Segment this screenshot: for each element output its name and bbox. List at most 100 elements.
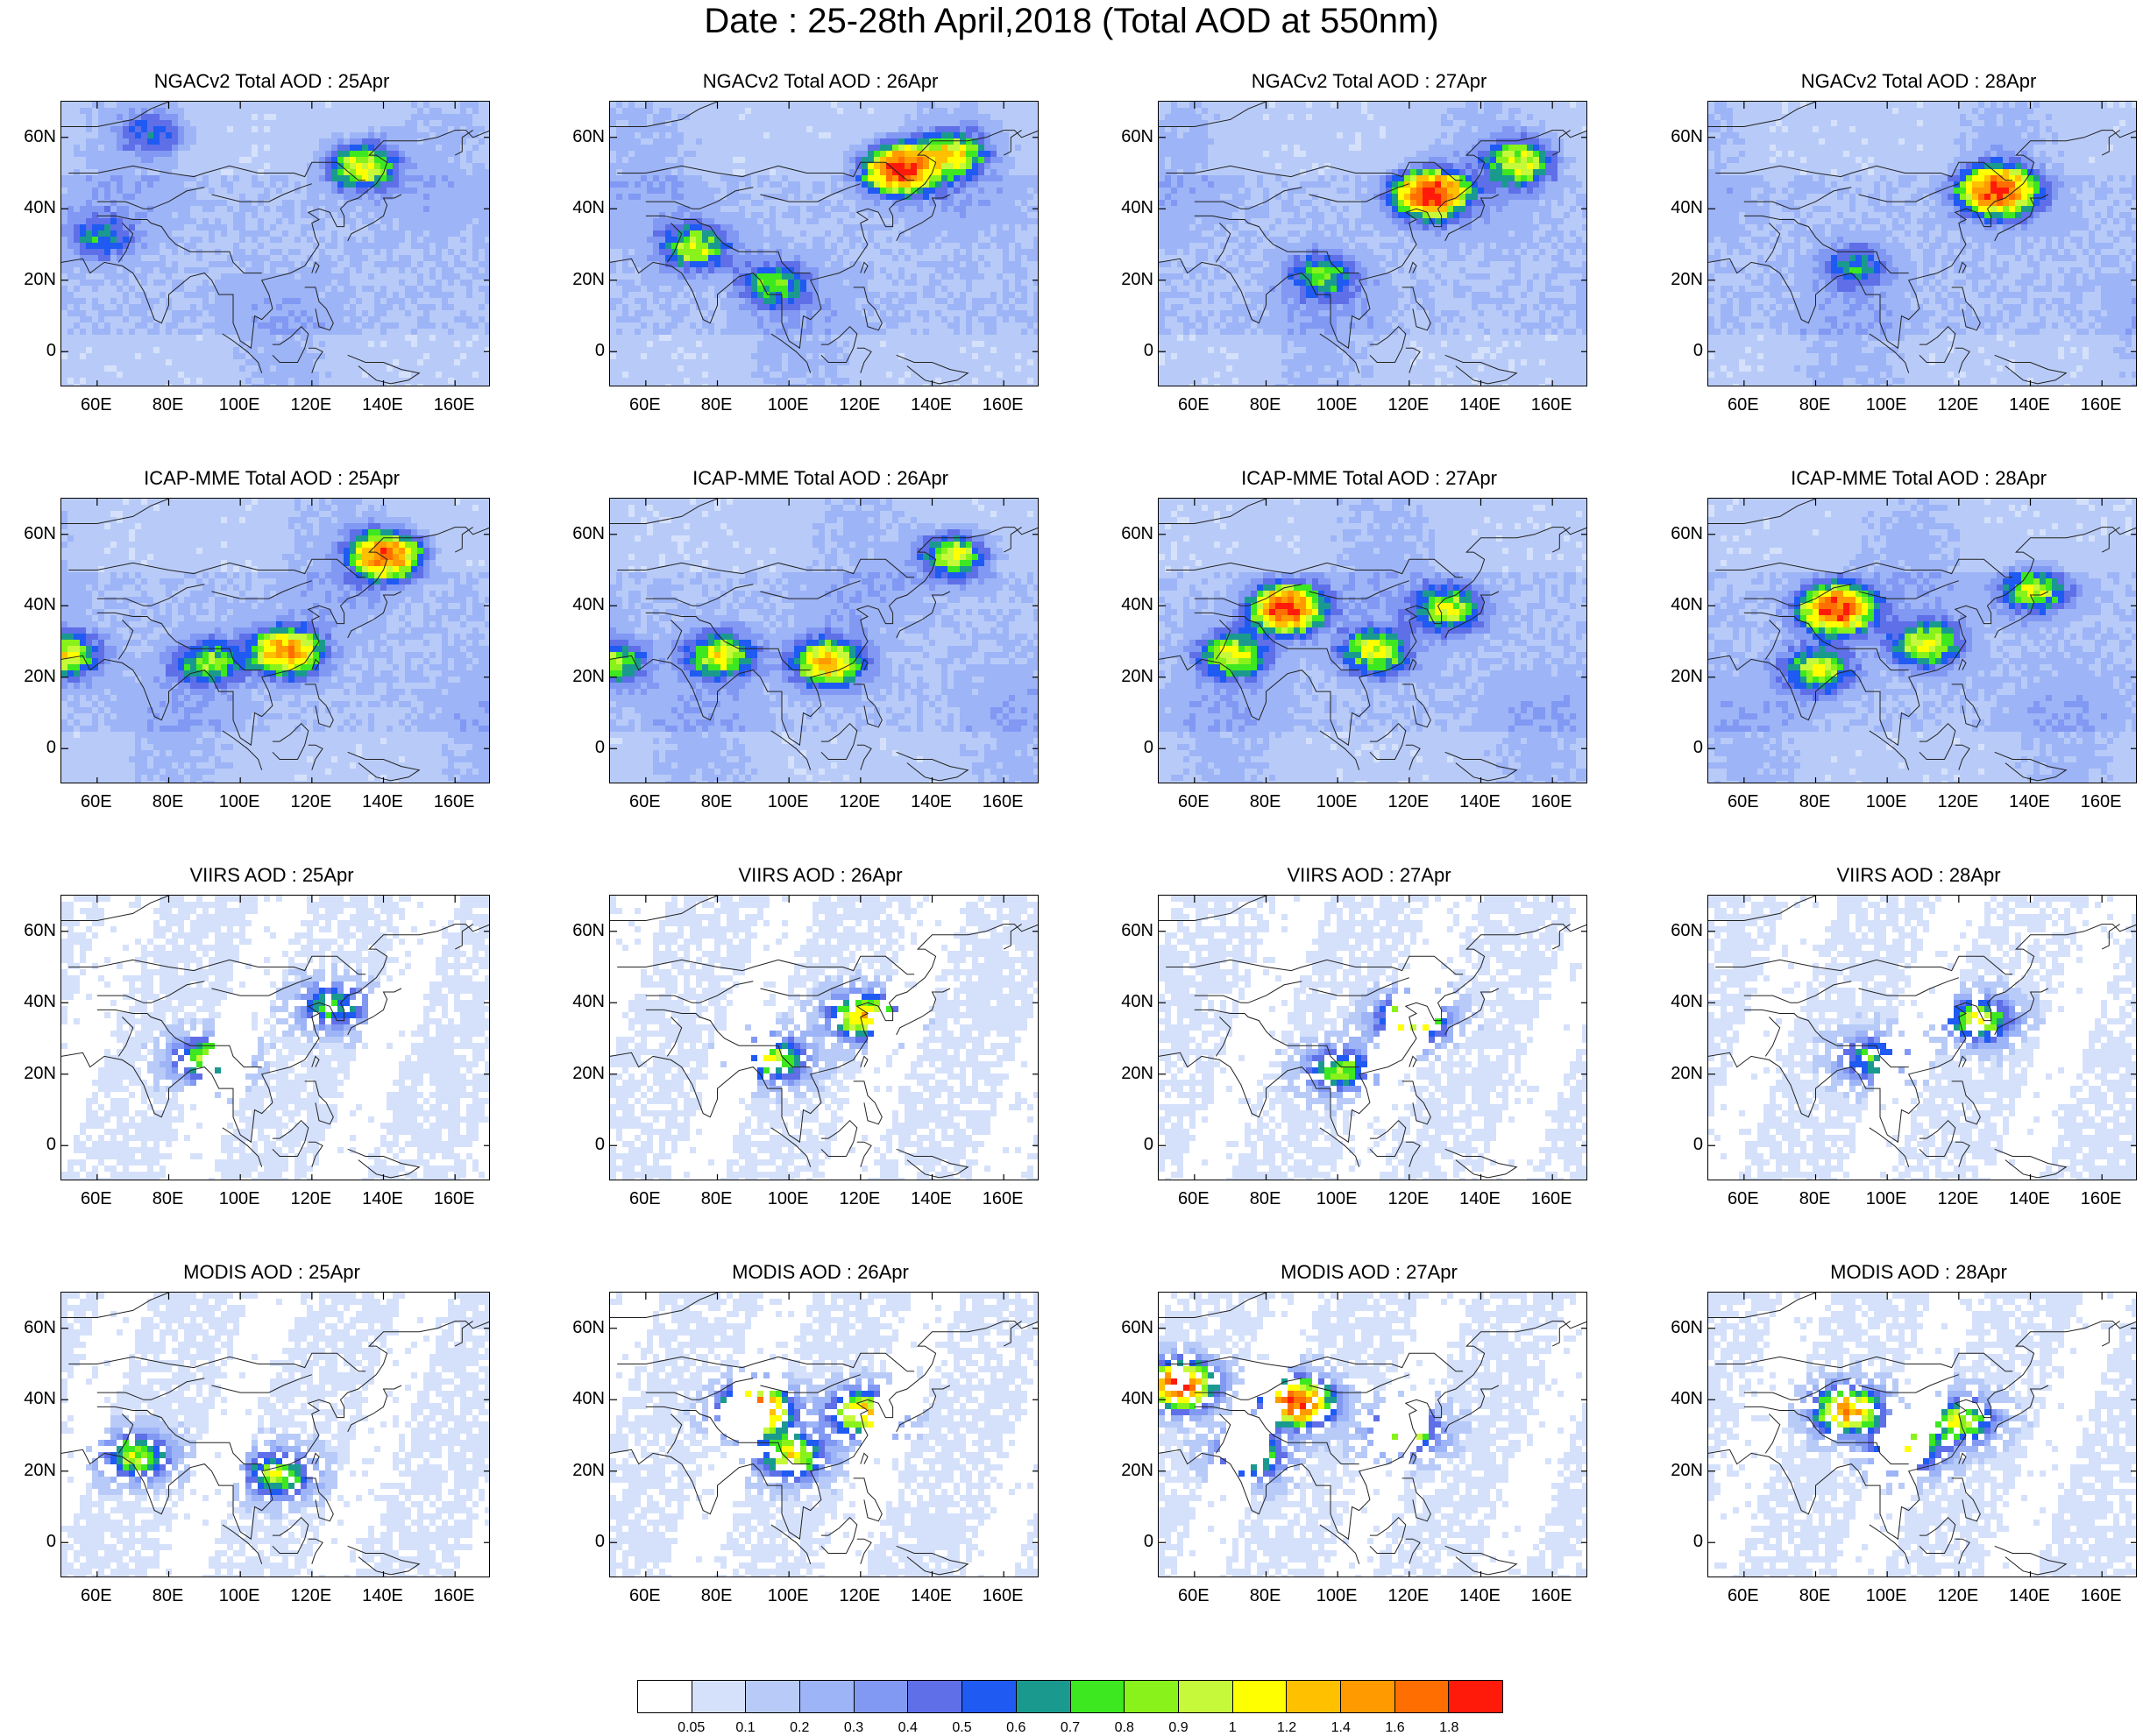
aod-grid — [610, 896, 1039, 1180]
colorbar-swatch — [746, 1681, 800, 1712]
panel-title: ICAP-MME Total AOD : 27Apr — [1097, 467, 1641, 490]
lon-tick-label: 140E — [1995, 792, 2065, 811]
colorbar-swatch — [1233, 1681, 1288, 1712]
lat-tick-label: 20N — [1097, 1461, 1153, 1480]
lon-tick-label: 140E — [1445, 792, 1515, 811]
lat-tick-label: 40N — [549, 992, 605, 1011]
lon-tick-label: 100E — [204, 395, 274, 415]
lon-tick-label: 60E — [1708, 1189, 1778, 1208]
panel-title: MODIS AOD : 27Apr — [1097, 1261, 1641, 1284]
lon-tick-label: 60E — [610, 395, 680, 415]
lon-tick-label: 120E — [1373, 1189, 1444, 1208]
panel-title: MODIS AOD : 25Apr — [0, 1261, 543, 1284]
lon-tick-label: 60E — [610, 1189, 680, 1208]
lat-tick-label: 20N — [0, 1461, 56, 1480]
aod-map — [60, 498, 490, 783]
lat-tick-label: 0 — [1097, 1135, 1153, 1154]
aod-grid — [610, 499, 1039, 783]
aod-grid — [61, 499, 490, 783]
panel-title: NGACv2 Total AOD : 25Apr — [0, 70, 543, 93]
lon-tick-label: 100E — [204, 1189, 274, 1208]
lon-tick-label: 140E — [348, 1189, 418, 1208]
panel-title: VIIRS AOD : 25Apr — [0, 864, 543, 887]
lon-tick-label: 80E — [682, 1189, 752, 1208]
lon-tick-label: 120E — [1373, 792, 1444, 811]
lon-tick-label: 160E — [968, 792, 1038, 811]
lon-tick-label: 100E — [1851, 1189, 1921, 1208]
panel-title: ICAP-MME Total AOD : 28Apr — [1647, 467, 2143, 490]
aod-grid — [1708, 499, 2137, 783]
lon-tick-label: 140E — [348, 395, 418, 415]
aod-map — [1707, 498, 2137, 783]
aod-grid — [61, 1293, 490, 1577]
aod-field — [610, 896, 1039, 1180]
lon-tick-label: 120E — [1923, 1189, 1993, 1208]
lon-tick-label: 100E — [1851, 395, 1921, 415]
lon-tick-label: 60E — [1159, 1189, 1229, 1208]
lon-tick-label: 140E — [1445, 395, 1515, 415]
lon-tick-label: 80E — [133, 1189, 203, 1208]
lon-tick-label: 120E — [276, 792, 346, 811]
lon-tick-label: 60E — [1708, 792, 1778, 811]
lon-tick-label: 160E — [1516, 1189, 1586, 1208]
colorbar-label: 1.6 — [1369, 1720, 1422, 1736]
lon-tick-label: 140E — [897, 1586, 967, 1605]
lon-tick-label: 60E — [610, 1586, 680, 1605]
lat-tick-label: 20N — [549, 270, 605, 289]
lat-tick-label: 60N — [1647, 127, 1703, 146]
lat-tick-label: 40N — [1647, 1389, 1703, 1408]
lon-tick-label: 100E — [753, 792, 823, 811]
colorbar-label: 0.5 — [936, 1720, 989, 1736]
lon-tick-label: 160E — [1516, 1586, 1586, 1605]
colorbar-swatch — [800, 1681, 855, 1712]
lat-tick-label: 20N — [549, 1461, 605, 1480]
colorbar-swatch — [855, 1681, 909, 1712]
panel-title: NGACv2 Total AOD : 28Apr — [1647, 70, 2143, 93]
panel-title: ICAP-MME Total AOD : 25Apr — [0, 467, 543, 490]
panel-title: VIIRS AOD : 28Apr — [1647, 864, 2143, 887]
colorbar-label: 0.05 — [665, 1720, 718, 1736]
lat-tick-label: 60N — [1097, 1318, 1153, 1337]
lat-tick-label: 20N — [0, 1064, 56, 1083]
colorbar-label: 1.4 — [1315, 1720, 1367, 1736]
lat-tick-label: 60N — [1097, 127, 1153, 146]
lat-tick-label: 20N — [1647, 270, 1703, 289]
lon-tick-label: 160E — [2066, 1586, 2136, 1605]
lat-tick-label: 0 — [1647, 341, 1703, 360]
lat-tick-label: 0 — [549, 738, 605, 757]
lat-tick-label: 60N — [549, 1318, 605, 1337]
colorbar-label: 0.3 — [827, 1720, 880, 1736]
aod-field — [61, 896, 490, 1180]
panel-title: NGACv2 Total AOD : 27Apr — [1097, 70, 1641, 93]
lat-tick-label: 40N — [1097, 198, 1153, 217]
aod-grid — [1708, 1293, 2137, 1577]
lon-tick-label: 60E — [1159, 395, 1229, 415]
lat-tick-label: 40N — [549, 595, 605, 614]
lon-tick-label: 60E — [1708, 395, 1778, 415]
lat-tick-label: 0 — [549, 341, 605, 360]
lon-tick-label: 100E — [1851, 1586, 1921, 1605]
lon-tick-label: 60E — [61, 395, 131, 415]
colorbar-swatch — [1071, 1681, 1125, 1712]
colorbar-label: 0.2 — [773, 1720, 826, 1736]
lon-tick-label: 120E — [1373, 395, 1444, 415]
lon-tick-label: 140E — [1995, 1189, 2065, 1208]
lon-tick-label: 100E — [1302, 1189, 1372, 1208]
lon-tick-label: 160E — [2066, 792, 2136, 811]
lat-tick-label: 20N — [549, 667, 605, 686]
colorbar-label: 0.7 — [1044, 1720, 1096, 1736]
lon-tick-label: 160E — [419, 1189, 489, 1208]
lat-tick-label: 60N — [0, 921, 56, 940]
lat-tick-label: 40N — [0, 1389, 56, 1408]
lon-tick-label: 120E — [1373, 1586, 1444, 1605]
lon-tick-label: 160E — [419, 1586, 489, 1605]
aod-map — [1707, 895, 2137, 1180]
lat-tick-label: 40N — [1647, 595, 1703, 614]
